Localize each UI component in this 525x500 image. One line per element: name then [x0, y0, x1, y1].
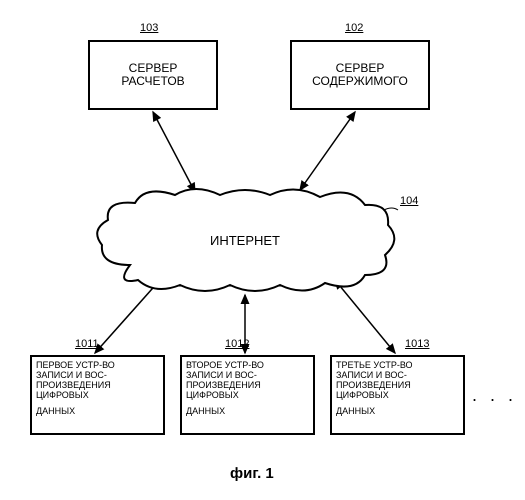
- node-line: ДАННЫХ: [336, 407, 459, 417]
- diagram-container: СЕРВЕР РАСЧЕТОВ 103 СЕРВЕР СОДЕРЖИМОГО 1…: [0, 0, 525, 500]
- ref-102: 102: [345, 22, 363, 34]
- ref-1012: 1012: [225, 338, 249, 350]
- ref-103: 103: [140, 22, 158, 34]
- ref-104: 104: [400, 195, 418, 207]
- figure-caption: фиг. 1: [230, 465, 274, 482]
- node-line: ДАННЫХ: [186, 407, 309, 417]
- internet-label: ИНТЕРНЕТ: [210, 233, 280, 248]
- ellipsis: . . .: [472, 385, 517, 406]
- node-line: СОДЕРЖИМОГО: [296, 75, 424, 88]
- ref-1013: 1013: [405, 338, 429, 350]
- node-device-1: ПЕРВОЕ УСТР-ВО ЗАПИСИ И ВОС- ПРОИЗВЕДЕНИ…: [30, 355, 165, 435]
- node-server-calc: СЕРВЕР РАСЧЕТОВ: [88, 40, 218, 110]
- node-device-3: ТРЕТЬЕ УСТР-ВО ЗАПИСИ И ВОС- ПРОИЗВЕДЕНИ…: [330, 355, 465, 435]
- node-line: РАСЧЕТОВ: [94, 75, 212, 88]
- node-line: ЦИФРОВЫХ: [186, 391, 309, 401]
- node-line: ЦИФРОВЫХ: [36, 391, 159, 401]
- node-line: ЦИФРОВЫХ: [336, 391, 459, 401]
- node-device-2: ВТОРОЕ УСТР-ВО ЗАПИСИ И ВОС- ПРОИЗВЕДЕНИ…: [180, 355, 315, 435]
- node-server-content: СЕРВЕР СОДЕРЖИМОГО: [290, 40, 430, 110]
- node-internet: ИНТЕРНЕТ: [90, 185, 400, 295]
- ref-1011: 1011: [75, 338, 99, 350]
- node-line: ДАННЫХ: [36, 407, 159, 417]
